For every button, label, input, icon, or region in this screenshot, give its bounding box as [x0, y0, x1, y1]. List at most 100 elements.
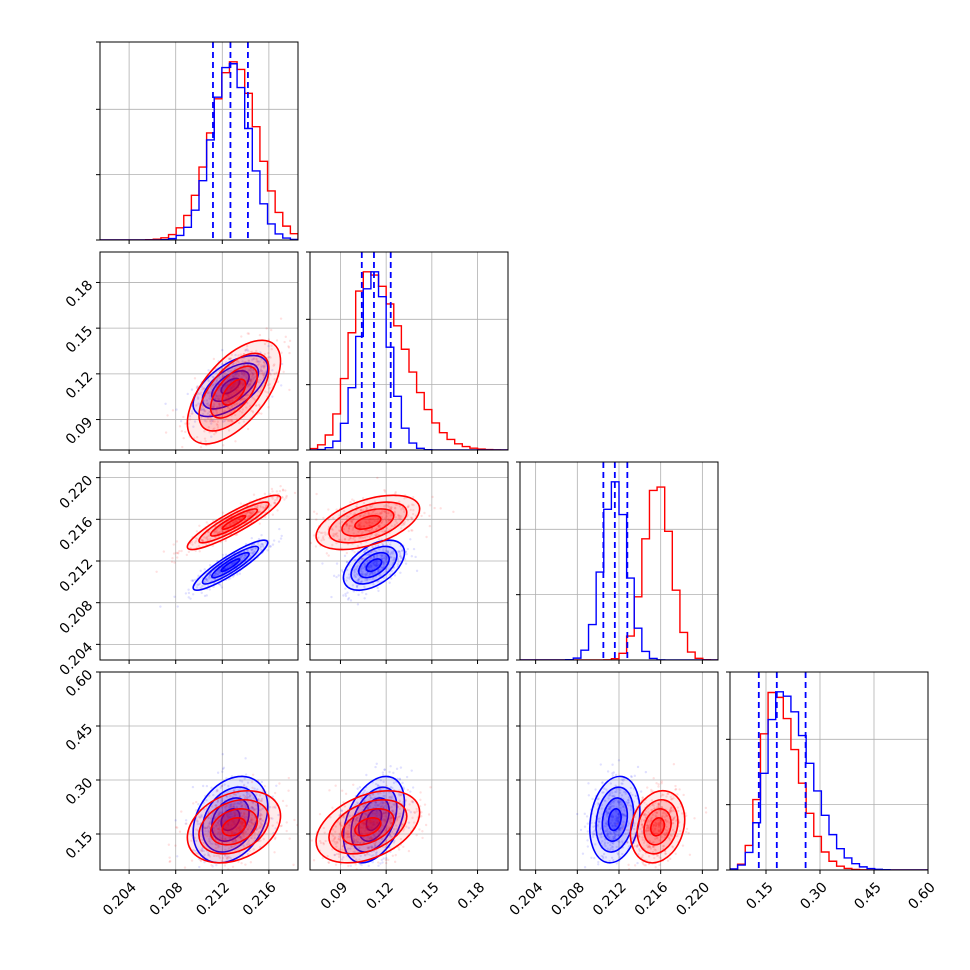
scatter-point [374, 765, 377, 769]
scatter-point [357, 577, 361, 581]
scatter-point [243, 831, 246, 834]
scatter-point [396, 819, 399, 822]
scatter-point [339, 824, 343, 827]
scatter-point [228, 393, 231, 396]
scatter-point [363, 799, 366, 802]
scatter-point [248, 794, 252, 797]
scatter-point [264, 822, 267, 826]
scatter-point [244, 512, 248, 516]
scatter-point [231, 562, 235, 566]
scatter-point [234, 793, 238, 796]
scatter-point [189, 597, 192, 600]
scatter-point [215, 843, 218, 846]
scatter-point [219, 801, 223, 804]
scatter-point [274, 806, 277, 809]
scatter-point [239, 842, 243, 845]
scatter-point [172, 552, 176, 555]
scatter-point [193, 377, 197, 380]
scatter-point [655, 836, 658, 839]
scatter-point [236, 359, 239, 363]
scatter-point [228, 836, 232, 839]
scatter-point [371, 810, 374, 814]
scatter-point [229, 357, 233, 360]
scatter-point [225, 566, 229, 569]
scatter-point [239, 353, 242, 356]
scatter-point [361, 591, 364, 594]
scatter-point [250, 822, 253, 825]
panel-frame [309, 671, 509, 871]
scatter-point [217, 572, 220, 575]
scatter-point [452, 510, 455, 514]
scatter-point [415, 833, 418, 837]
scatter-point [331, 839, 335, 842]
scatter-point [352, 499, 356, 502]
scatter-point [618, 791, 622, 795]
scatter-point [394, 820, 397, 823]
scatter-point [211, 406, 214, 409]
scatter-point [379, 802, 382, 806]
scatter-point [206, 412, 210, 415]
scatter-point [395, 521, 399, 525]
scatter-point [604, 829, 607, 833]
scatter-point [593, 857, 596, 860]
scatter-point [251, 511, 254, 514]
scatter-point [211, 420, 215, 423]
scatter-point [176, 855, 179, 858]
scatter-point [369, 820, 372, 823]
scatter-point [208, 588, 211, 591]
scatter-point [620, 840, 624, 843]
scatter-point [372, 823, 375, 826]
scatter-point [378, 830, 381, 833]
scatter-point [232, 384, 236, 387]
scatter-point [397, 550, 401, 553]
scatter-point [369, 796, 373, 799]
scatter-point [381, 806, 385, 809]
scatter-point [249, 383, 252, 386]
scatter-point [359, 521, 362, 525]
scatter-point [347, 832, 350, 835]
scatter-point [216, 821, 220, 824]
scatter-point [359, 514, 362, 517]
scatter-point [395, 817, 399, 820]
scatter-point [399, 794, 403, 797]
scatter-point [622, 777, 626, 781]
scatter-point [356, 840, 359, 844]
scatter-point [232, 792, 236, 796]
scatter-point [366, 560, 369, 563]
scatter-point [634, 794, 637, 798]
scatter-point [331, 806, 334, 809]
scatter-point [365, 813, 368, 816]
scatter-point [377, 538, 381, 541]
scatter-point [392, 781, 396, 785]
scatter-point [234, 846, 237, 850]
scatter-point [391, 552, 395, 555]
scatter-point [276, 821, 279, 824]
scatter-point [237, 354, 240, 357]
scatter-point [334, 533, 337, 536]
scatter-point [187, 591, 191, 595]
scatter-point [607, 797, 610, 800]
scatter-point [209, 816, 213, 820]
scatter-point [214, 574, 217, 577]
scatter-point [387, 505, 390, 508]
scatter-point [260, 533, 263, 537]
scatter-point [616, 819, 619, 822]
scatter-point [369, 506, 372, 509]
scatter-point [229, 411, 233, 414]
scatter-point [391, 809, 395, 813]
scatter-point [354, 840, 358, 843]
scatter-point [344, 594, 348, 598]
scatter-point [247, 332, 251, 335]
scatter-point [389, 765, 392, 768]
scatter-point [168, 860, 171, 864]
scatter-point [219, 786, 223, 789]
scatter-point [392, 828, 396, 831]
scatter-point [258, 818, 262, 822]
scatter-point [356, 603, 360, 606]
scatter-point [220, 837, 223, 841]
scatter-point [371, 510, 375, 514]
scatter-point [218, 828, 221, 831]
density-fill [210, 808, 258, 845]
scatter-point [253, 839, 256, 843]
scatter-point [615, 845, 618, 849]
